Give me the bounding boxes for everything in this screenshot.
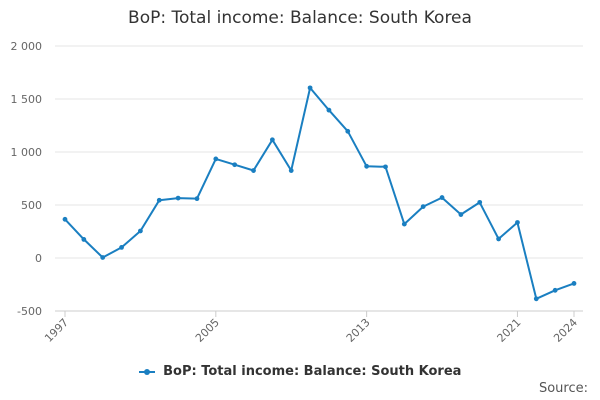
x-axis-ticks: 1997 2005 2013 2021 2024 bbox=[42, 311, 580, 345]
x-tick-label: 1997 bbox=[42, 316, 71, 345]
data-point[interactable] bbox=[401, 221, 407, 227]
y-tick-label: 2 000 bbox=[11, 40, 43, 53]
x-tick-label: 2024 bbox=[551, 316, 580, 345]
data-point[interactable] bbox=[62, 216, 68, 222]
data-point[interactable] bbox=[307, 85, 313, 91]
data-point[interactable] bbox=[533, 296, 539, 302]
data-point[interactable] bbox=[269, 137, 275, 143]
y-axis-ticks: 2 000 1 500 1 000 500 0 -500 bbox=[11, 40, 43, 318]
data-point[interactable] bbox=[138, 228, 143, 234]
data-point[interactable] bbox=[552, 287, 558, 293]
data-point[interactable] bbox=[439, 195, 445, 200]
legend-label: BoP: Total income: Balance: South Korea bbox=[163, 364, 462, 379]
data-point[interactable] bbox=[81, 237, 87, 242]
y-tick-label: 500 bbox=[21, 199, 42, 212]
data-point[interactable] bbox=[458, 212, 464, 217]
data-point[interactable] bbox=[571, 281, 577, 286]
data-point[interactable] bbox=[251, 168, 256, 173]
data-point[interactable] bbox=[232, 162, 238, 168]
series-group bbox=[62, 85, 577, 302]
series-line bbox=[64, 86, 575, 300]
data-point[interactable] bbox=[194, 196, 200, 202]
y-tick-label: 0 bbox=[35, 252, 42, 265]
data-point[interactable] bbox=[477, 199, 483, 205]
grid-lines bbox=[55, 45, 583, 312]
data-point[interactable] bbox=[288, 168, 294, 173]
x-tick-label: 2013 bbox=[344, 316, 373, 345]
chart-title: BoP: Total income: Balance: South Korea bbox=[128, 8, 472, 28]
legend-line-icon bbox=[138, 367, 155, 377]
data-point[interactable] bbox=[383, 164, 388, 170]
data-point[interactable] bbox=[156, 197, 162, 203]
y-tick-label: 1 000 bbox=[11, 146, 43, 159]
data-point[interactable] bbox=[364, 163, 370, 169]
data-point[interactable] bbox=[420, 204, 426, 209]
y-tick-label: 1 500 bbox=[11, 93, 43, 106]
data-point[interactable] bbox=[326, 107, 332, 113]
data-point[interactable] bbox=[515, 220, 520, 225]
source-label: Source: bbox=[538, 381, 588, 396]
data-point[interactable] bbox=[100, 255, 106, 260]
data-point[interactable] bbox=[213, 156, 219, 162]
x-tick-label: 2021 bbox=[495, 316, 524, 345]
data-point[interactable] bbox=[345, 128, 351, 134]
data-point[interactable] bbox=[496, 236, 501, 242]
y-tick-label: -500 bbox=[17, 305, 42, 318]
data-point[interactable] bbox=[119, 245, 124, 250]
legend[interactable]: BoP: Total income: Balance: South Korea bbox=[0, 364, 600, 379]
data-point[interactable] bbox=[175, 195, 181, 201]
x-tick-label: 2005 bbox=[193, 316, 222, 345]
